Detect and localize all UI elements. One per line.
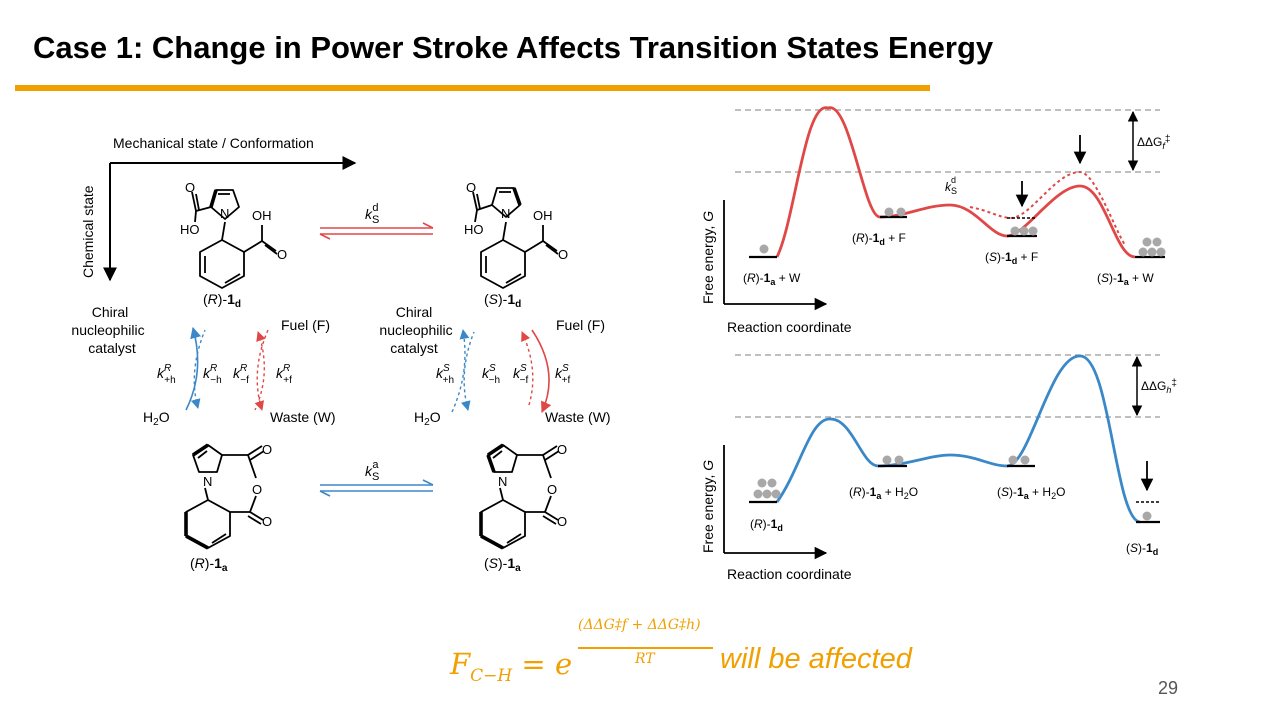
label-s-1d: (S)-1d	[484, 291, 521, 310]
top-state-2: (R)-1d + F	[852, 231, 906, 247]
rate-k-minus-h-s: kS −h	[482, 363, 500, 386]
bottom-state-2: (R)-1a + H2O	[849, 485, 918, 501]
rate-k-minus-f-s: kS −f	[513, 363, 529, 386]
scheme-axes: Mechanical state / Conformation Chemical…	[80, 135, 357, 282]
top-y-axis-label: Free energy, G	[700, 211, 716, 304]
mechanical-state-label: Mechanical state / Conformation	[113, 135, 314, 151]
title-underline	[15, 85, 930, 91]
bottom-y-axis-label: Free energy, G	[700, 460, 716, 553]
fuel-label-left: Fuel (F)	[281, 317, 330, 333]
bottom-x-axis-label: Reaction coordinate	[727, 566, 852, 582]
molecule-r-1a: O O O N	[184, 442, 272, 550]
atom-o: O	[466, 180, 476, 195]
catalyst-label-left: Chiral nucleophilic catalyst	[71, 304, 144, 356]
atom-o: O	[557, 442, 567, 457]
atom-o: O	[262, 442, 272, 457]
top-x-axis-label: Reaction coordinate	[727, 319, 852, 335]
molecule-s-1a: O O O N	[479, 442, 567, 550]
rate-k-plus-f-r: kR +f	[276, 363, 292, 386]
atom-ho: HO	[180, 222, 200, 237]
fuel-arrow-r-2	[254, 331, 266, 411]
slide-title: Case 1: Change in Power Stroke Affects T…	[33, 30, 994, 65]
svg-text:Chiral: Chiral	[396, 304, 433, 320]
rate-constants-r: kR +h kR −h kR −f kR +f	[157, 363, 292, 386]
atom-n: N	[498, 474, 507, 489]
molecule-r-1d: O HO N OH O	[180, 180, 287, 289]
molecule-s-1d: O HO N OH O	[464, 180, 568, 289]
top-energy-profile: ΔΔGf‡ Free energy, G Reaction coordinate…	[700, 106, 1170, 335]
top-state-1: (R)-1a + W	[743, 271, 801, 287]
page-number: 29	[1158, 678, 1179, 698]
equilibrium-arrows-top	[319, 222, 434, 240]
atom-o: O	[558, 247, 568, 262]
atom-o: O	[277, 247, 287, 262]
ddg-h-label: ΔΔGh‡	[1141, 378, 1177, 395]
atom-o: O	[252, 482, 262, 497]
formula-denominator: RT	[635, 651, 655, 667]
top-state-4: (S)-1a + W	[1097, 271, 1154, 287]
atom-o: O	[557, 514, 567, 529]
rate-constants-s: kS +h kS −h kS −f kS +f	[436, 363, 571, 386]
atom-n: N	[203, 474, 212, 489]
k-s-d-label: kSd	[365, 202, 379, 226]
equilibrium-arrows-bottom	[319, 479, 434, 497]
label-r-1d: (R)-1d	[203, 291, 241, 310]
atom-oh: OH	[252, 208, 272, 223]
top-k-label: kSd	[945, 175, 957, 196]
rate-k-plus-f-s: kS +f	[555, 363, 571, 386]
svg-text:nucleophilic: nucleophilic	[379, 322, 452, 338]
waste-label-right: Waste (W)	[545, 409, 611, 425]
rate-k-minus-f-r: kR −f	[233, 363, 249, 386]
fuel-arrow-s-1	[531, 329, 552, 414]
bottom-state-4: (S)-1d	[1126, 541, 1158, 557]
hydrolysis-arrow-r-reverse	[190, 329, 206, 409]
bottom-energy-profile: ΔΔGh‡ Free energy, G Reaction coordinate…	[700, 354, 1177, 582]
rate-k-plus-h-s: kS +h	[436, 363, 454, 386]
formula-text: will be affected	[720, 643, 912, 675]
hydrolysis-arrow-r-forward	[185, 326, 202, 411]
fuel-arrow-s-2	[521, 331, 534, 409]
rate-k-minus-h-r: kR −h	[203, 363, 222, 386]
bottom-state-1: (R)-1d	[750, 517, 783, 533]
svg-text:catalyst: catalyst	[88, 340, 136, 356]
top-state-3: (S)-1d + F	[985, 250, 1038, 266]
water-label-right: H2O	[414, 409, 441, 428]
ddg-f-label: ΔΔGf‡	[1137, 134, 1170, 151]
svg-text:Chiral: Chiral	[92, 304, 129, 320]
chemical-state-label: Chemical state	[80, 185, 96, 278]
atom-o: O	[185, 180, 195, 195]
label-r-1a: (R)-1a	[190, 555, 228, 574]
atom-n: N	[501, 206, 510, 221]
atom-o: O	[547, 482, 557, 497]
atom-n: N	[220, 206, 229, 221]
label-s-1a: (S)-1a	[484, 555, 521, 574]
catalyst-label-right: Chiral nucleophilic catalyst	[379, 304, 452, 356]
atom-o: O	[262, 514, 272, 529]
atom-ho: HO	[464, 222, 484, 237]
hydrolysis-arrow-s-reverse	[461, 331, 475, 411]
hydrolysis-arrow-s-forward	[451, 329, 470, 413]
waste-label-left: Waste (W)	[270, 409, 336, 425]
svg-text:catalyst: catalyst	[390, 340, 438, 356]
fuel-arrow-r-1	[254, 329, 269, 411]
bottom-state-3: (S)-1a + H2O	[997, 485, 1065, 501]
formula-exponent: (ΔΔG‡f + ΔΔG‡h)	[578, 617, 701, 633]
formula-fraction-bar	[578, 647, 713, 649]
k-s-a-label: kSa	[365, 459, 379, 483]
atom-oh: OH	[533, 208, 553, 223]
water-label-left: H2O	[143, 409, 170, 428]
rate-k-plus-h-r: kR +h	[157, 363, 176, 386]
fuel-label-right: Fuel (F)	[556, 317, 605, 333]
formula-lhs: FC−H = e	[450, 647, 573, 686]
svg-text:nucleophilic: nucleophilic	[71, 322, 144, 338]
